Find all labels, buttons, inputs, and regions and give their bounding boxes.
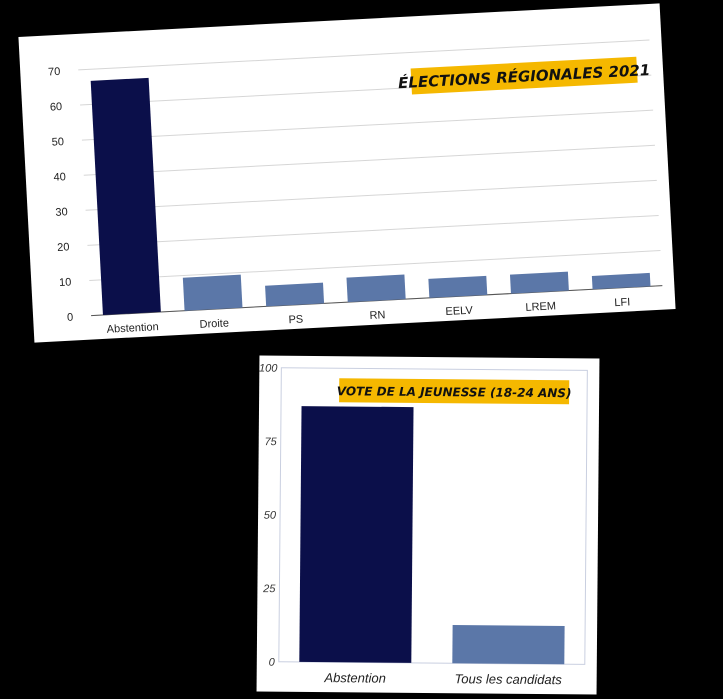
bar	[346, 274, 406, 303]
y-axis-ticks: 0 25 50 75 100	[259, 363, 278, 669]
gridline	[81, 109, 654, 141]
chart-title-background	[410, 56, 638, 95]
x-tick-label: EELV	[445, 305, 474, 318]
bar	[265, 282, 325, 307]
bar	[428, 275, 488, 298]
x-tick-label: Abstention	[323, 670, 386, 686]
regional-elections-chart-card: 0 10 20 30 40 50 60 70 Abstention Droite PS RN EELV…	[18, 3, 676, 343]
y-tick-label: 30	[55, 206, 68, 219]
y-axis-ticks: 0 10 20 30 40 50 60 70	[48, 66, 74, 324]
y-tick-label: 20	[57, 241, 70, 254]
gridline	[87, 214, 659, 246]
bar	[591, 272, 651, 290]
bar	[299, 406, 414, 663]
bar	[509, 271, 569, 294]
y-tick-label: 75	[264, 436, 277, 448]
x-axis-ticks: Abstention Tous les candidats	[323, 670, 562, 687]
x-tick-label: RN	[369, 309, 386, 322]
x-tick-label: LFI	[614, 296, 631, 309]
chart-title: VOTE DE LA JEUNESSE (18-24 ANS)	[337, 384, 572, 400]
bar	[452, 624, 565, 665]
x-tick-label: Tous les candidats	[454, 671, 562, 687]
gridline	[89, 250, 661, 281]
x-tick-label: Abstention	[106, 321, 159, 336]
regional-elections-chart: 0 10 20 30 40 50 60 70 Abstention Droite PS RN EELV…	[48, 39, 663, 336]
x-axis-ticks: Abstention Droite PS RN EELV LREM LFI	[106, 296, 630, 335]
y-tick-label: 0	[269, 657, 276, 669]
bars	[90, 77, 651, 315]
y-tick-label: 50	[51, 136, 64, 149]
x-tick-label: LREM	[525, 300, 556, 314]
youth-vote-chart-card: 0 25 50 75 100 Abstention Tous les candidats …	[256, 355, 600, 695]
y-tick-label: 25	[262, 583, 276, 595]
x-tick-label: PS	[288, 313, 303, 326]
bar	[182, 274, 243, 311]
y-tick-label: 50	[264, 510, 277, 522]
y-tick-label: 10	[59, 276, 72, 289]
bars	[299, 406, 565, 665]
gridline	[83, 144, 655, 176]
plot-frame	[278, 367, 588, 665]
y-tick-label: 60	[50, 101, 63, 114]
gridline	[78, 39, 650, 71]
chart-title-background	[339, 378, 570, 405]
x-tick-label: Droite	[199, 317, 229, 331]
y-tick-label: 70	[48, 66, 61, 79]
y-tick-label: 40	[53, 171, 66, 184]
bar	[90, 77, 161, 315]
gridline	[85, 179, 657, 211]
y-tick-label: 0	[67, 312, 74, 324]
y-tick-label: 100	[259, 363, 278, 375]
